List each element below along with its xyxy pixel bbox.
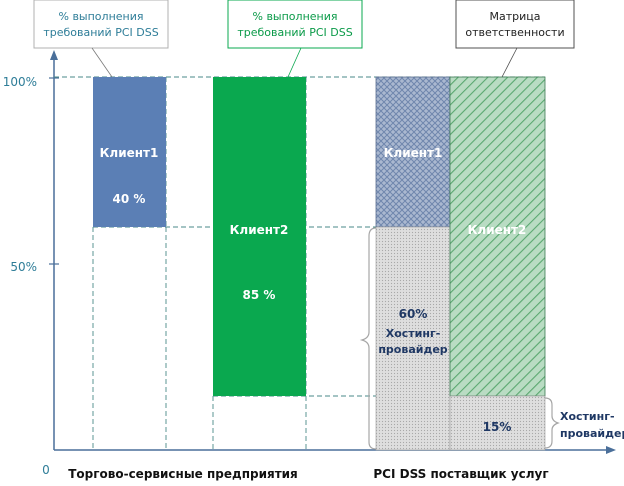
bar-client1-label: Клиент1 <box>100 146 159 160</box>
callout-green-line1: % выполнения <box>253 10 338 23</box>
origin-label: 0 <box>42 463 50 477</box>
category-providers: PCI DSS поставщик услуг <box>373 467 548 481</box>
provider-client1-segment <box>375 76 451 228</box>
callout-blue <box>33 0 169 78</box>
side-hosting-label-1: Хостинг- <box>560 410 615 423</box>
callout-matrix <box>455 0 575 78</box>
provider-hosting2-segment <box>449 395 546 451</box>
bar-client2-value: 85 % <box>243 288 276 302</box>
callout-matrix-line1: Матрица <box>490 10 541 23</box>
callout-blue-line2: требований PCI DSS <box>43 26 158 39</box>
bar-client1-value: 40 % <box>113 192 146 206</box>
brace-hosting2 <box>544 397 560 449</box>
provider-hosting-label-2: провайдер <box>378 343 447 356</box>
y-tick-50: 50% <box>10 260 37 274</box>
provider-client1-label: Клиент1 <box>384 146 443 160</box>
bar-client2-label: Клиент2 <box>230 223 289 237</box>
brace-hosting <box>359 227 377 450</box>
provider-hosting-segment <box>375 226 451 451</box>
y-axis <box>49 50 59 450</box>
bar-client1 <box>93 77 166 227</box>
provider-hosting2-pct: 15% <box>483 420 512 434</box>
bar-client2 <box>213 77 306 396</box>
callout-blue-line1: % выполнения <box>59 10 144 23</box>
provider-hosting-label-1: Хостинг- <box>386 327 441 340</box>
callout-green <box>227 0 363 78</box>
category-merchants: Торгово-сервисные предприятия <box>68 467 298 481</box>
provider-client2-segment <box>449 76 546 397</box>
callout-green-line2: требований PCI DSS <box>237 26 352 39</box>
provider-client2-label: Клиент2 <box>468 223 527 237</box>
provider-hosting-pct: 60% <box>399 307 428 321</box>
y-tick-100: 100% <box>3 75 37 89</box>
callout-matrix-line2: ответственности <box>465 26 564 39</box>
side-hosting-label-2: провайдер <box>560 427 624 440</box>
